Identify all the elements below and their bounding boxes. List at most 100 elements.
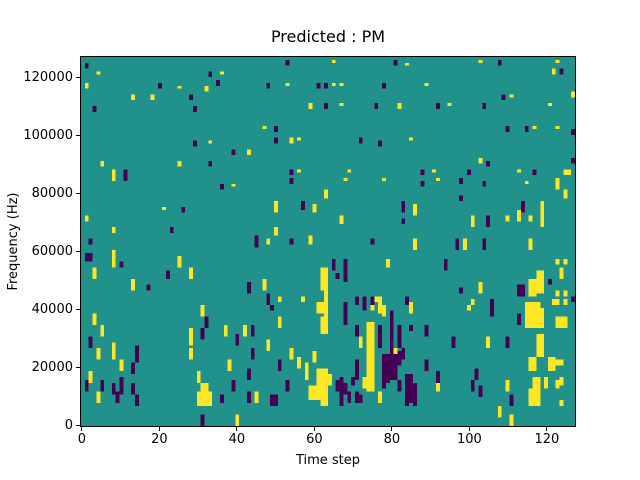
heatmap-cell-high bbox=[119, 359, 124, 372]
heatmap-cell-low bbox=[216, 80, 220, 86]
heatmap-cell-high bbox=[246, 149, 251, 156]
heatmap-cell-high bbox=[555, 299, 560, 305]
heatmap-cell-high bbox=[412, 238, 417, 251]
heatmap-cell-high bbox=[347, 169, 352, 173]
heatmap-cell-high bbox=[528, 278, 533, 297]
heatmap-cell-low bbox=[289, 238, 294, 245]
heatmap-cell-low bbox=[436, 103, 440, 109]
y-tick-label: 120000 bbox=[23, 69, 73, 85]
y-tick-mark bbox=[76, 367, 80, 369]
y-tick-label: 60000 bbox=[31, 243, 73, 259]
heatmap-cell-high bbox=[88, 371, 93, 383]
heatmap-cell-low bbox=[358, 394, 363, 403]
heatmap-cell-high bbox=[559, 376, 564, 386]
heatmap-cell-low bbox=[401, 218, 406, 225]
heatmap-cell-low bbox=[131, 362, 136, 375]
heatmap-cell-high bbox=[536, 302, 541, 328]
heatmap-background bbox=[81, 57, 575, 426]
heatmap-cell-high bbox=[532, 278, 537, 297]
heatmap-cell-high bbox=[339, 103, 344, 107]
heatmap-cell-high bbox=[162, 206, 166, 210]
heatmap-cell-low bbox=[347, 391, 352, 403]
heatmap-cell-high bbox=[555, 316, 560, 328]
heatmap-cell-low bbox=[424, 359, 429, 372]
heatmap-cell-low bbox=[424, 325, 429, 337]
heatmap-cell-high bbox=[528, 215, 533, 222]
heatmap-cell-high bbox=[84, 82, 89, 89]
y-tick-label: 20000 bbox=[31, 359, 73, 375]
heatmap-cell-high bbox=[331, 59, 336, 63]
heatmap-cell-low bbox=[254, 235, 259, 248]
heatmap-cell-high bbox=[555, 379, 560, 389]
heatmap-cell-high bbox=[131, 94, 136, 101]
heatmap-cell-high bbox=[547, 103, 552, 107]
heatmap-cell-low bbox=[219, 183, 224, 190]
heatmap-cell-low bbox=[123, 169, 128, 181]
heatmap-cell-high bbox=[150, 94, 155, 101]
heatmap-cell-high bbox=[96, 71, 101, 75]
heatmap-cell-high bbox=[111, 227, 116, 233]
heatmap-cell-high bbox=[312, 385, 317, 401]
y-tick-label: 0 bbox=[64, 417, 73, 433]
heatmap-cell-high bbox=[312, 351, 317, 363]
heatmap-cell-high bbox=[528, 238, 533, 251]
heatmap-cell-high bbox=[497, 405, 502, 418]
heatmap-cell-low bbox=[289, 178, 294, 184]
heatmap-cell-low bbox=[362, 296, 367, 305]
x-tick-mark bbox=[236, 427, 238, 431]
heatmap-cell-low bbox=[571, 129, 575, 135]
heatmap-cell-low bbox=[397, 351, 402, 366]
x-tick-label: 120 bbox=[534, 432, 560, 447]
heatmap-cell-low bbox=[343, 258, 348, 282]
heatmap-cell-low bbox=[490, 299, 494, 305]
heatmap-cell-low bbox=[335, 379, 340, 392]
heatmap-cell-low bbox=[208, 160, 213, 167]
heatmap-cell-high bbox=[308, 235, 313, 245]
heatmap-cell-low bbox=[482, 238, 487, 251]
heatmap-cell-low bbox=[459, 287, 464, 294]
heatmap-cell-high bbox=[200, 382, 205, 395]
heatmap-cell-low bbox=[517, 284, 521, 297]
heatmap-cell-low bbox=[111, 382, 116, 395]
heatmap-cell-low bbox=[524, 126, 529, 132]
x-axis-label: Time step bbox=[295, 453, 361, 468]
heatmap-cell-high bbox=[378, 302, 383, 314]
heatmap-cell-low bbox=[351, 376, 356, 386]
heatmap-cell-high bbox=[196, 391, 201, 406]
heatmap-cell-high bbox=[397, 103, 402, 109]
heatmap-cell-high bbox=[405, 62, 410, 66]
heatmap-cell-high bbox=[320, 385, 325, 406]
heatmap-cell-high bbox=[424, 82, 429, 86]
heatmap-cell-low bbox=[270, 304, 274, 311]
heatmap-cell-low bbox=[289, 169, 294, 176]
heatmap-cell-high bbox=[189, 267, 193, 279]
heatmap-cell-high bbox=[243, 325, 247, 337]
heatmap-cell-low bbox=[486, 160, 491, 167]
heatmap-cell-high bbox=[528, 302, 533, 328]
heatmap-cell-high bbox=[571, 91, 575, 98]
heatmap-cell-high bbox=[316, 385, 321, 401]
heatmap-cell-low bbox=[517, 313, 521, 326]
heatmap-cell-high bbox=[297, 356, 301, 369]
heatmap-cell-low bbox=[324, 82, 328, 89]
heatmap-cell-high bbox=[559, 316, 564, 328]
heatmap-cell-high bbox=[92, 313, 97, 326]
heatmap-cell-low bbox=[382, 353, 386, 389]
heatmap-cell-low bbox=[235, 333, 240, 346]
heatmap-cell-low bbox=[374, 103, 379, 109]
heatmap-cell-high bbox=[436, 178, 440, 181]
heatmap-cell-high bbox=[273, 201, 278, 213]
heatmap-cell-high bbox=[297, 169, 301, 173]
heatmap-cell-low bbox=[285, 59, 290, 66]
heatmap-cell-low bbox=[490, 304, 494, 317]
heatmap-cell-high bbox=[528, 388, 533, 406]
heatmap-cell-low bbox=[412, 382, 417, 406]
x-tick-label: 0 bbox=[77, 432, 87, 447]
heatmap-cell-high bbox=[370, 304, 375, 311]
heatmap-cell-low bbox=[231, 149, 236, 156]
heatmap-cell-low bbox=[382, 82, 386, 89]
heatmap-cell-low bbox=[455, 238, 460, 251]
heatmap-cell-high bbox=[559, 359, 564, 366]
heatmap-cell-low bbox=[393, 59, 398, 66]
heatmap-cell-high bbox=[316, 302, 321, 314]
